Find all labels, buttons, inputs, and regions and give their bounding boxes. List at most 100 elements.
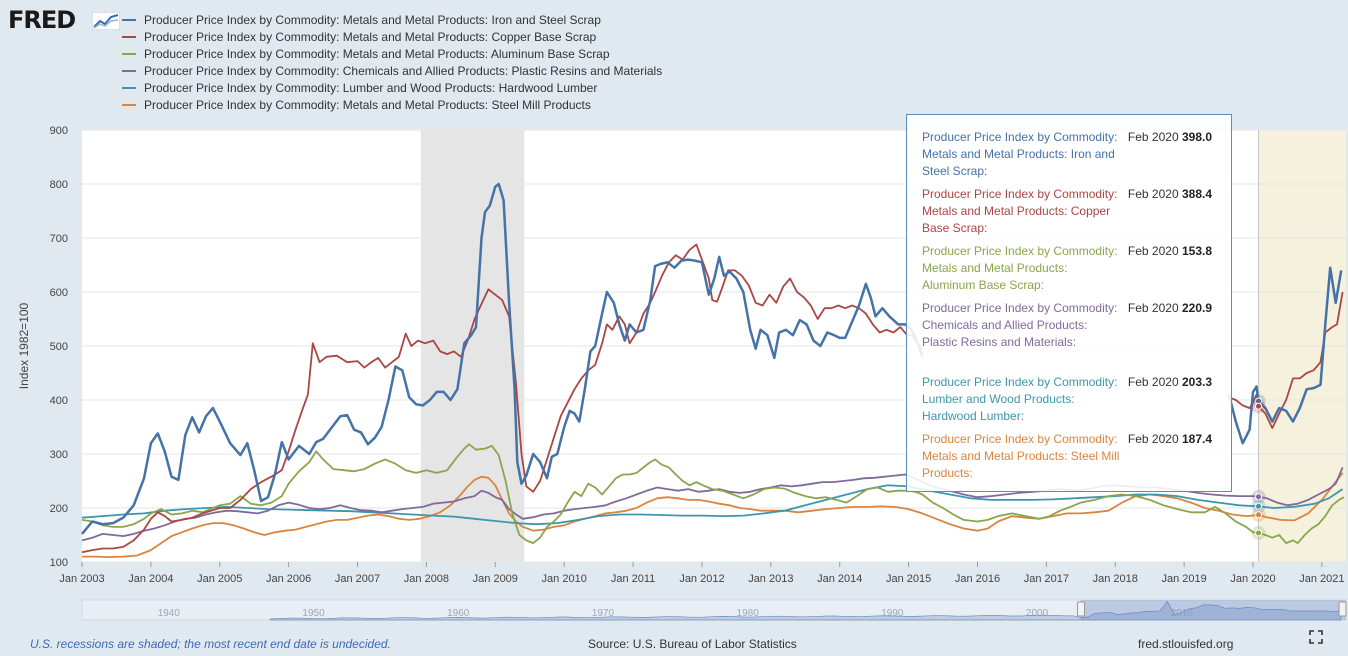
navigator-handle[interactable]: [1076, 601, 1085, 617]
series-line: [1227, 266, 1343, 445]
series-line: [81, 484, 1344, 526]
x-tick-label: Jan 2004: [128, 573, 173, 585]
tooltip-date: Feb 2020: [1127, 375, 1182, 389]
navigator-series: [269, 600, 1342, 621]
tooltip-date: Feb 2020: [1127, 244, 1182, 258]
legend-swatch: [122, 52, 136, 55]
legend-item[interactable]: Producer Price Index by Commodity: Metal…: [122, 11, 662, 28]
legend-label: Producer Price Index by Commodity: Metal…: [144, 29, 597, 44]
fred-logo[interactable]: FRED: [8, 6, 120, 36]
source-text: Source: U.S. Bureau of Labor Statistics: [588, 637, 797, 651]
tooltip-series-label: Producer Price Index by Commodity: Metal…: [922, 187, 1118, 235]
navigator-label: 1950: [302, 608, 325, 619]
legend-swatch: [122, 35, 136, 38]
y-tick-label: 100: [50, 557, 68, 569]
tooltip-value: Feb 2020 153.8: [1128, 243, 1212, 260]
y-tick-label: 700: [50, 233, 68, 245]
tooltip-date: Feb 2020: [1127, 432, 1182, 446]
x-tick-label: Jan 2011: [611, 573, 655, 585]
x-tick-label: Jan 2019: [1161, 573, 1206, 585]
tooltip-number: 388.4: [1181, 187, 1212, 201]
navigator-label: 1940: [158, 608, 181, 619]
x-tick-label: Jan 2020: [1230, 573, 1275, 585]
x-tick-label: Jan 2003: [59, 573, 104, 585]
hover-marker: [1255, 493, 1263, 501]
x-tick-label: Jan 2016: [955, 573, 1000, 585]
hover-marker: [1255, 529, 1263, 537]
tooltip-number: 203.3: [1181, 375, 1212, 389]
chart-legend: Producer Price Index by Commodity: Metal…: [122, 11, 662, 113]
x-tick-label: Jan 2014: [817, 573, 862, 585]
fred-url-link[interactable]: fred.stlouisfed.org: [1138, 637, 1234, 651]
hover-marker: [1255, 502, 1263, 510]
x-tick-label: Jan 2015: [886, 573, 931, 585]
tooltip-number: 187.4: [1181, 432, 1212, 446]
tooltip-value: Feb 2020 203.3: [1128, 374, 1212, 391]
legend-label: Producer Price Index by Commodity: Lumbe…: [144, 80, 598, 95]
x-tick-label: Jan 2007: [335, 573, 380, 585]
tooltip-date: Feb 2020: [1127, 301, 1182, 315]
navigator-label: 1980: [737, 608, 760, 619]
legend-label: Producer Price Index by Commodity: Metal…: [144, 12, 601, 27]
tooltip-value: Feb 2020 220.9: [1128, 300, 1212, 317]
legend-label: Producer Price Index by Commodity: Chemi…: [144, 63, 663, 78]
x-tick-label: Jan 2005: [197, 573, 242, 585]
legend-swatch: [122, 69, 136, 72]
tooltip-series-label: Producer Price Index by Commodity: Metal…: [922, 432, 1120, 480]
legend-item[interactable]: Producer Price Index by Commodity: Metal…: [122, 45, 662, 62]
series-line: [81, 182, 924, 535]
navigator-label: 2000: [1026, 608, 1049, 619]
tooltip-number: 153.8: [1181, 244, 1212, 258]
tooltip-date: Feb 2020: [1127, 187, 1182, 201]
x-tick-label: Jan 2006: [266, 573, 311, 585]
tooltip-value: Feb 2020 388.4: [1128, 186, 1212, 203]
tooltip-number: 398.0: [1181, 130, 1212, 144]
x-tick-label: Jan 2013: [748, 573, 793, 585]
legend-item[interactable]: Producer Price Index by Commodity: Lumbe…: [122, 79, 662, 96]
y-tick-label: 800: [50, 179, 68, 191]
chart-trend-icon: [92, 12, 120, 30]
navigator-label: 1960: [447, 608, 470, 619]
x-tick-label: Jan 2018: [1093, 573, 1138, 585]
x-tick-label: Jan 2017: [1024, 573, 1069, 585]
y-tick-label: 200: [50, 503, 68, 515]
tooltip-series-label: Producer Price Index by Commodity: Lumbe…: [922, 375, 1118, 423]
x-tick-label: Jan 2021: [1299, 573, 1344, 585]
series-line: [82, 472, 1344, 558]
fred-logo-text: FRED: [8, 6, 76, 34]
legend-swatch: [122, 86, 136, 89]
recession-note: U.S. recessions are shaded; the most rec…: [30, 637, 391, 651]
legend-swatch: [122, 18, 136, 21]
x-tick-label: Jan 2008: [404, 573, 449, 585]
legend-item[interactable]: Producer Price Index by Commodity: Chemi…: [122, 62, 662, 79]
tooltip-date: Feb 2020: [1127, 130, 1182, 144]
y-axis-label: Index 1982=100: [17, 302, 31, 389]
y-tick-label: 600: [50, 287, 68, 299]
x-tick-label: Jan 2009: [473, 573, 518, 585]
legend-label: Producer Price Index by Commodity: Metal…: [144, 97, 591, 112]
navigator-selection: [1080, 600, 1346, 620]
y-tick-label: 300: [50, 449, 68, 461]
tooltip-series-label: Producer Price Index by Commodity: Metal…: [922, 130, 1118, 178]
navigator-handle[interactable]: [1338, 601, 1347, 617]
tooltip-value: Feb 2020 398.0: [1128, 129, 1212, 146]
y-tick-label: 900: [50, 125, 68, 137]
navigator-label: 1970: [592, 608, 615, 619]
series-line: [81, 443, 1345, 544]
hover-marker: [1255, 511, 1263, 519]
tooltip-series-label: Producer Price Index by Commodity: Metal…: [922, 244, 1118, 292]
hover-marker: [1255, 402, 1263, 410]
legend-label: Producer Price Index by Commodity: Metal…: [144, 46, 610, 61]
tooltip-series-label: Producer Price Index by Commodity: Chemi…: [922, 301, 1118, 349]
tooltip-number: 220.9: [1181, 301, 1212, 315]
legend-item[interactable]: Producer Price Index by Commodity: Metal…: [122, 96, 662, 113]
x-tick-label: Jan 2012: [679, 573, 724, 585]
legend-item[interactable]: Producer Price Index by Commodity: Metal…: [122, 28, 662, 45]
y-tick-label: 400: [50, 395, 68, 407]
x-tick-label: Jan 2010: [542, 573, 587, 585]
y-tick-label: 500: [50, 341, 68, 353]
legend-swatch: [122, 103, 136, 106]
navigator-label: 1990: [881, 608, 904, 619]
chart-tooltip: Producer Price Index by Commodity: Metal…: [906, 114, 1232, 492]
fullscreen-icon[interactable]: [1309, 630, 1323, 644]
